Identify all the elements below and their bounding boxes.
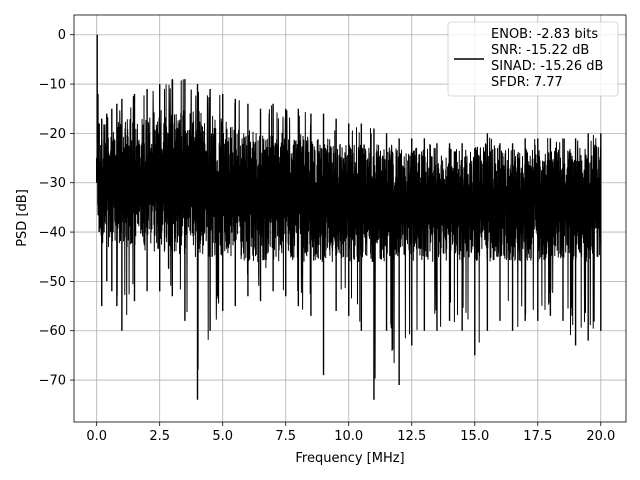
x-tick-label: 7.5	[275, 429, 296, 444]
y-tick-label: −20	[39, 127, 66, 142]
legend: ENOB: -2.83 bits SNR: -15.22 dB SINAD: -…	[447, 21, 619, 97]
x-tick-label: 20.0	[586, 429, 615, 444]
legend-entry-enob: ENOB: -2.83 bits	[491, 27, 598, 42]
plot-area-frame	[73, 14, 627, 423]
y-tick-label: −10	[39, 78, 66, 93]
y-tick-label: −50	[39, 275, 66, 290]
x-tick-label: 0.0	[86, 429, 107, 444]
legend-entry-snr: SNR: -15.22 dB	[491, 43, 589, 58]
x-tick-label: 17.5	[523, 429, 552, 444]
y-tick-label: −70	[39, 374, 66, 389]
axis-ticks: 0.0 2.5 5.0 7.5 10.0 12.5 15.0 17.5 20.0 0 −10 −20 −…	[39, 28, 616, 444]
y-axis-label: PSD [dB]	[15, 189, 30, 247]
y-tick-label: −60	[39, 324, 66, 339]
y-tick-label: −30	[39, 176, 66, 191]
psd-series	[95, 34, 602, 400]
y-tick-label: −40	[39, 226, 66, 241]
legend-entry-sinad: SINAD: -15.26 dB	[491, 59, 603, 74]
x-tick-label: 5.0	[212, 429, 233, 444]
x-tick-label: 2.5	[149, 429, 170, 444]
y-tick-label: 0	[58, 28, 66, 43]
x-axis-label: Frequency [MHz]	[295, 451, 404, 466]
x-tick-label: 12.5	[397, 429, 426, 444]
legend-box	[447, 21, 619, 97]
x-tick-label: 15.0	[460, 429, 489, 444]
x-tick-label: 10.0	[334, 429, 363, 444]
legend-entry-sfdr: SFDR: 7.77	[491, 75, 563, 90]
